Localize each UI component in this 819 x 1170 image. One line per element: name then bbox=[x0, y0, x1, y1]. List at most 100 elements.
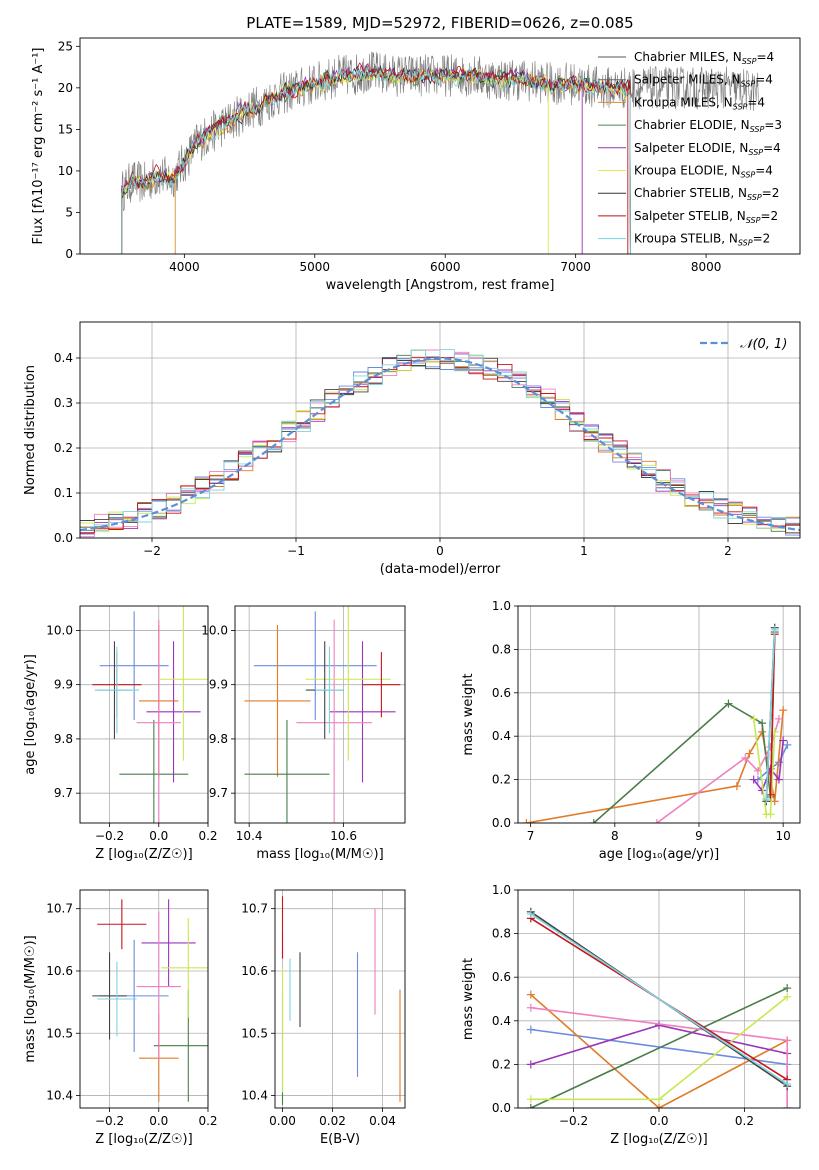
residuals-series bbox=[80, 349, 800, 538]
y-tick-label: 10.5 bbox=[46, 1026, 73, 1040]
y-tick-label: 20 bbox=[58, 81, 73, 95]
x-tick-label: 1 bbox=[580, 544, 588, 558]
y-tick-label: 10.0 bbox=[46, 623, 73, 637]
mass-weight-line bbox=[530, 994, 788, 1108]
x-tick-label: 5000 bbox=[300, 260, 331, 274]
y-axis-label: Flux [fλ10⁻¹⁷ erg cm⁻² s⁻¹ A⁻¹] bbox=[31, 48, 46, 245]
y-tick-label: 10.4 bbox=[241, 1089, 268, 1103]
age_vs_mass-axes: 10.4 10.6 9.7 9.8 9.9 10.0 mass [log₁₀(M/M☉)] bbox=[201, 605, 406, 862]
y-tick-label: 0.2 bbox=[492, 1057, 511, 1071]
y-axis-label: Normed distribution bbox=[23, 365, 38, 495]
y-tick-label: 0.8 bbox=[492, 642, 511, 656]
residual-legend: 𝒩(0, 1) bbox=[700, 337, 787, 352]
y-tick-label: 9.8 bbox=[54, 732, 73, 746]
x-axis-label: age [log₁₀(age/yr)] bbox=[599, 847, 720, 862]
mass_weight_vs_age-frame bbox=[517, 605, 801, 824]
y-tick-label: 0.2 bbox=[54, 441, 73, 455]
age_vs_Z-frame bbox=[79, 605, 209, 824]
x-tick-label: 0 bbox=[436, 544, 444, 558]
y-tick-label: 0.2 bbox=[492, 773, 511, 787]
model-spectrum bbox=[121, 62, 631, 254]
legend-label: Chabrier STELIB, NSSP=2 bbox=[634, 186, 779, 202]
mass_vs_ebv-grid bbox=[275, 890, 405, 1108]
x-tick-label: 0.04 bbox=[369, 1114, 396, 1128]
spectrum-frame bbox=[79, 37, 801, 255]
y-tick-label: 9.7 bbox=[209, 786, 228, 800]
y-axis-label: age [log₁₀(age/yr)] bbox=[23, 654, 38, 775]
residual-histogram bbox=[80, 357, 800, 534]
residual-histogram bbox=[80, 349, 800, 529]
x-tick-label: 9 bbox=[695, 829, 703, 843]
mass-weight-line bbox=[769, 634, 776, 795]
legend-label: Chabrier MILES, NSSP=4 bbox=[634, 50, 774, 66]
y-tick-label: 10.7 bbox=[46, 902, 73, 916]
mass_vs_Z-series bbox=[92, 899, 208, 1102]
x-axis-label: Z [log₁₀(Z/Z☉)] bbox=[95, 1132, 192, 1147]
y-tick-label: 0 bbox=[65, 247, 73, 261]
mass_weight_vs_Z-axes: −0.2 0.0 0.2 0.0 0.2 0.4 0.6 0.8 1.0 Z [log₁₀(Z/Z… bbox=[461, 883, 801, 1147]
mass-weight-line bbox=[765, 629, 776, 800]
spectrum-legend: Chabrier MILES, NSSP=4 Salpeter MILES, NS… bbox=[598, 50, 782, 248]
x-tick-label: 0.0 bbox=[149, 829, 168, 843]
age_vs_Z-grid bbox=[80, 606, 209, 823]
mass-weight-line bbox=[530, 987, 788, 1108]
y-tick-label: 0.0 bbox=[492, 816, 511, 830]
residuals-axes: −2 −1 0 1 2 0.0 0.1 0.2 0.3 0.4 (data-model)/error… bbox=[23, 321, 801, 577]
x-tick-label: −0.2 bbox=[95, 829, 124, 843]
y-tick-label: 9.9 bbox=[54, 678, 73, 692]
mass-weight-line bbox=[757, 744, 789, 781]
mass_vs_Z-frame bbox=[79, 889, 209, 1109]
y-tick-label: 0.6 bbox=[492, 970, 511, 984]
x-tick-label: 0.0 bbox=[649, 1114, 668, 1128]
y-axis-label: mass weight bbox=[461, 958, 476, 1040]
model-spectrum bbox=[121, 66, 631, 254]
y-tick-label: 0.0 bbox=[54, 531, 73, 545]
y-tick-label: 9.9 bbox=[209, 678, 228, 692]
x-tick-label: 10 bbox=[776, 829, 791, 843]
x-tick-label: 0.2 bbox=[198, 829, 217, 843]
y-tick-label: 10.4 bbox=[46, 1089, 73, 1103]
y-tick-label: 9.7 bbox=[54, 786, 73, 800]
x-tick-label: 0.0 bbox=[149, 1114, 168, 1128]
mass-weight-line bbox=[593, 631, 776, 823]
gaussian-curve bbox=[80, 357, 800, 532]
x-tick-label: 7000 bbox=[560, 260, 591, 274]
mass_vs_Z-axes: −0.2 0.0 0.2 10.4 10.5 10.6 10.7 Z [log₁₀(Z/Z☉)… bbox=[23, 889, 218, 1147]
x-axis-label: Z [log₁₀(Z/Z☉)] bbox=[610, 1132, 707, 1147]
legend-label: 𝒩(0, 1) bbox=[740, 337, 787, 352]
figure-title: PLATE=1589, MJD=52972, FIBERID=0626, z=0… bbox=[246, 14, 633, 32]
y-tick-label: 0.8 bbox=[492, 927, 511, 941]
y-tick-label: 10.6 bbox=[241, 964, 268, 978]
y-tick-label: 10.7 bbox=[241, 902, 268, 916]
legend-label: Salpeter ELODIE, NSSP=4 bbox=[634, 141, 781, 157]
legend-label: Kroupa ELODIE, NSSP=4 bbox=[634, 164, 773, 180]
x-axis-label: (data-model)/error bbox=[380, 562, 501, 577]
legend-label: Kroupa STELIB, NSSP=2 bbox=[634, 232, 770, 248]
legend-label: Salpeter STELIB, NSSP=2 bbox=[634, 209, 778, 225]
legend-label: Chabrier ELODIE, NSSP=3 bbox=[634, 118, 782, 134]
y-axis-label: mass [log₁₀(M/M☉)] bbox=[23, 935, 38, 1062]
x-tick-label: 0.2 bbox=[198, 1114, 217, 1128]
x-tick-label: 8 bbox=[611, 829, 619, 843]
x-axis-label: E(B-V) bbox=[320, 1132, 360, 1147]
y-tick-label: 15 bbox=[58, 122, 73, 136]
age_vs_Z-axes: −0.2 0.0 0.2 9.7 9.8 9.9 10.0 Z [log₁₀(Z/Z☉)] ag… bbox=[23, 605, 218, 862]
y-axis-label: mass weight bbox=[461, 673, 476, 755]
x-axis-label: wavelength [Angstrom, rest frame] bbox=[326, 278, 555, 293]
x-tick-label: −2 bbox=[143, 544, 161, 558]
x-tick-label: 4000 bbox=[169, 260, 200, 274]
legend-label: Kroupa MILES, NSSP=4 bbox=[634, 95, 765, 111]
spectrum-series bbox=[121, 51, 759, 254]
y-tick-label: 1.0 bbox=[492, 599, 511, 613]
x-tick-label: 7 bbox=[527, 829, 535, 843]
legend-label: Salpeter MILES, NSSP=4 bbox=[634, 73, 773, 89]
y-tick-label: 10 bbox=[58, 164, 73, 178]
y-tick-label: 10.6 bbox=[46, 964, 73, 978]
x-tick-label: 0.02 bbox=[319, 1114, 346, 1128]
age_vs_Z-series bbox=[92, 606, 208, 823]
y-tick-label: 0.0 bbox=[492, 1101, 511, 1115]
x-axis-label: Z [log₁₀(Z/Z☉)] bbox=[95, 847, 192, 862]
mass_weight_vs_age-grid bbox=[518, 605, 800, 824]
mass-weight-line bbox=[526, 710, 784, 823]
